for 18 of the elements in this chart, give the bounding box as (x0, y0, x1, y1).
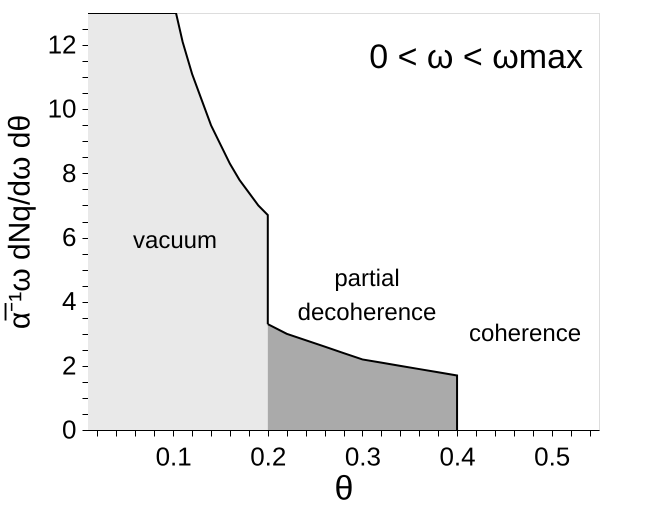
x-tick-label: 0.1 (156, 442, 192, 472)
y-tick-label: 6 (62, 222, 76, 252)
y-tick-label: 0 (62, 414, 76, 444)
annotation: partial decoherence (298, 265, 436, 326)
y-axis-title: α̅⁻¹ω dNq/dω dθ (4, 114, 37, 330)
x-tick-label: 0.5 (534, 442, 570, 472)
x-tick-label: 0.4 (439, 442, 476, 472)
y-tick-label: 2 (62, 350, 76, 380)
x-axis-title: θ (334, 470, 354, 508)
x-tick-label: 0.3 (344, 442, 382, 472)
y-tick-label: 4 (62, 286, 76, 316)
y-tick-label: 8 (62, 158, 76, 188)
annotation: 0 < ω < ωmax (369, 38, 583, 76)
annotation: vacuum (132, 227, 218, 254)
annotation: coherence (468, 320, 582, 347)
x-tick-label: 0.2 (250, 442, 286, 472)
y-tick-label: 10 (48, 94, 76, 124)
y-tick-label: 12 (48, 30, 76, 60)
